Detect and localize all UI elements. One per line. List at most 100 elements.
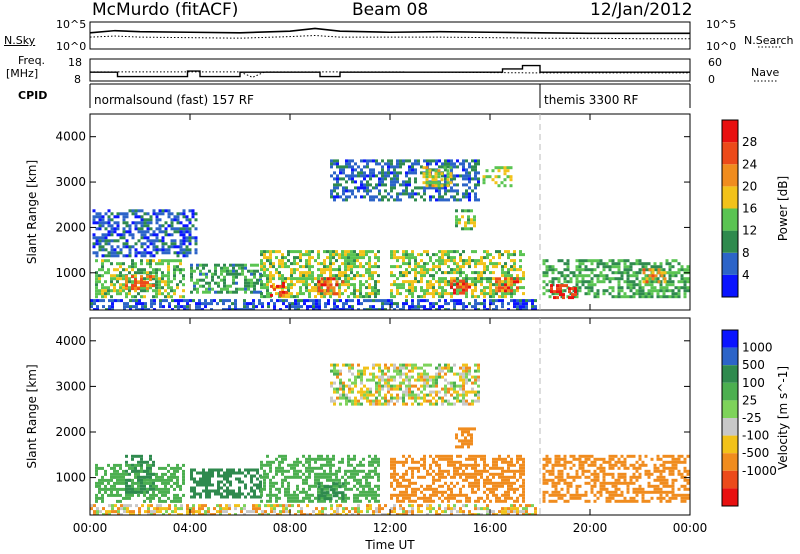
echo-cell xyxy=(465,393,468,397)
echo-cell xyxy=(357,299,360,303)
echo-cell xyxy=(444,289,447,293)
echo-cell xyxy=(317,497,321,501)
echo-cell xyxy=(152,460,155,464)
echo-cell xyxy=(360,372,363,376)
echo-cell xyxy=(390,475,393,479)
echo-cell xyxy=(116,490,119,494)
echo-cell xyxy=(569,277,573,281)
echo-cell xyxy=(560,271,564,275)
echo-cell xyxy=(390,250,393,254)
echo-cell xyxy=(179,295,182,299)
echo-cell xyxy=(314,481,317,485)
echo-cell xyxy=(98,478,101,482)
echo-cell xyxy=(495,481,498,485)
echo-cell xyxy=(560,274,564,278)
echo-cell xyxy=(474,271,477,275)
echo-cell xyxy=(444,302,447,306)
echo-cell xyxy=(131,245,135,249)
echo-cell xyxy=(483,463,486,467)
echo-cell xyxy=(578,280,582,284)
echo-cell xyxy=(483,277,486,281)
echo-cell xyxy=(396,384,399,388)
echo-cell xyxy=(108,308,111,310)
echo-cell xyxy=(554,481,558,485)
echo-cell xyxy=(629,265,633,269)
echo-cell xyxy=(384,396,387,400)
echo-cell xyxy=(168,507,171,511)
echo-cell xyxy=(365,253,368,257)
echo-cell xyxy=(238,492,241,496)
echo-cell xyxy=(444,308,447,310)
echo-cell xyxy=(348,366,351,370)
echo-cell xyxy=(519,510,522,514)
echo-cell xyxy=(329,478,332,482)
echo-cell xyxy=(308,271,311,275)
echo-cell xyxy=(387,159,390,163)
echo-cell xyxy=(483,490,486,494)
echo-cell xyxy=(167,215,171,219)
echo-cell xyxy=(402,499,405,503)
echo-cell xyxy=(278,262,281,266)
echo-cell xyxy=(217,492,220,496)
echo-cell xyxy=(273,305,276,309)
echo-cell xyxy=(204,513,207,515)
echo-cell xyxy=(330,174,333,178)
echo-cell xyxy=(647,292,651,296)
echo-cell xyxy=(468,496,471,500)
echo-cell xyxy=(396,305,399,309)
echo-cell xyxy=(162,299,165,303)
echo-cell xyxy=(611,271,615,275)
echo-cell xyxy=(329,283,333,287)
echo-cell xyxy=(459,460,462,464)
echo-cell xyxy=(131,484,134,488)
echo-cell xyxy=(578,286,582,290)
echo-cell xyxy=(501,472,504,476)
echo-cell xyxy=(384,402,387,406)
echo-cell xyxy=(260,253,263,257)
echo-cell xyxy=(390,186,393,190)
echo-cell xyxy=(432,289,435,293)
echo-cell xyxy=(329,274,332,278)
echo-cell xyxy=(117,513,120,515)
echo-cell xyxy=(683,289,687,293)
echo-cell xyxy=(417,496,420,500)
echo-cell xyxy=(158,230,162,234)
echo-cell xyxy=(131,457,134,461)
echo-cell xyxy=(468,457,471,461)
echo-cell xyxy=(348,165,351,169)
echo-cell xyxy=(152,493,155,497)
echo-cell xyxy=(402,393,405,397)
echo-cell xyxy=(438,195,441,199)
echo-cell xyxy=(513,292,516,296)
echo-cell xyxy=(578,289,582,293)
echo-cell xyxy=(234,302,237,306)
echo-cell xyxy=(399,366,402,370)
echo-cell xyxy=(155,271,158,275)
echo-cell xyxy=(101,487,104,491)
echo-cell xyxy=(671,274,675,278)
echo-cell xyxy=(360,159,363,163)
echo-cell xyxy=(161,224,165,228)
echo-cell xyxy=(332,277,336,281)
echo-cell xyxy=(408,378,411,382)
echo-cell xyxy=(247,278,250,282)
echo-cell xyxy=(161,274,164,278)
echo-cell xyxy=(411,366,414,370)
echo-cell xyxy=(293,493,296,497)
echo-cell xyxy=(477,262,480,266)
echo-cell xyxy=(339,381,342,385)
echo-cell xyxy=(356,265,359,269)
echo-cell xyxy=(482,181,486,185)
echo-cell xyxy=(414,466,417,470)
echo-cell xyxy=(644,295,648,299)
echo-cell xyxy=(363,299,366,303)
echo-cell xyxy=(438,305,441,309)
echo-cell xyxy=(287,496,290,500)
echo-cell xyxy=(338,286,341,290)
echo-cell xyxy=(467,442,470,446)
echo-cell xyxy=(155,493,158,497)
echo-cell xyxy=(366,507,369,511)
echo-cell xyxy=(396,177,399,181)
echo-cell xyxy=(423,308,426,310)
echo-cell xyxy=(462,463,465,467)
